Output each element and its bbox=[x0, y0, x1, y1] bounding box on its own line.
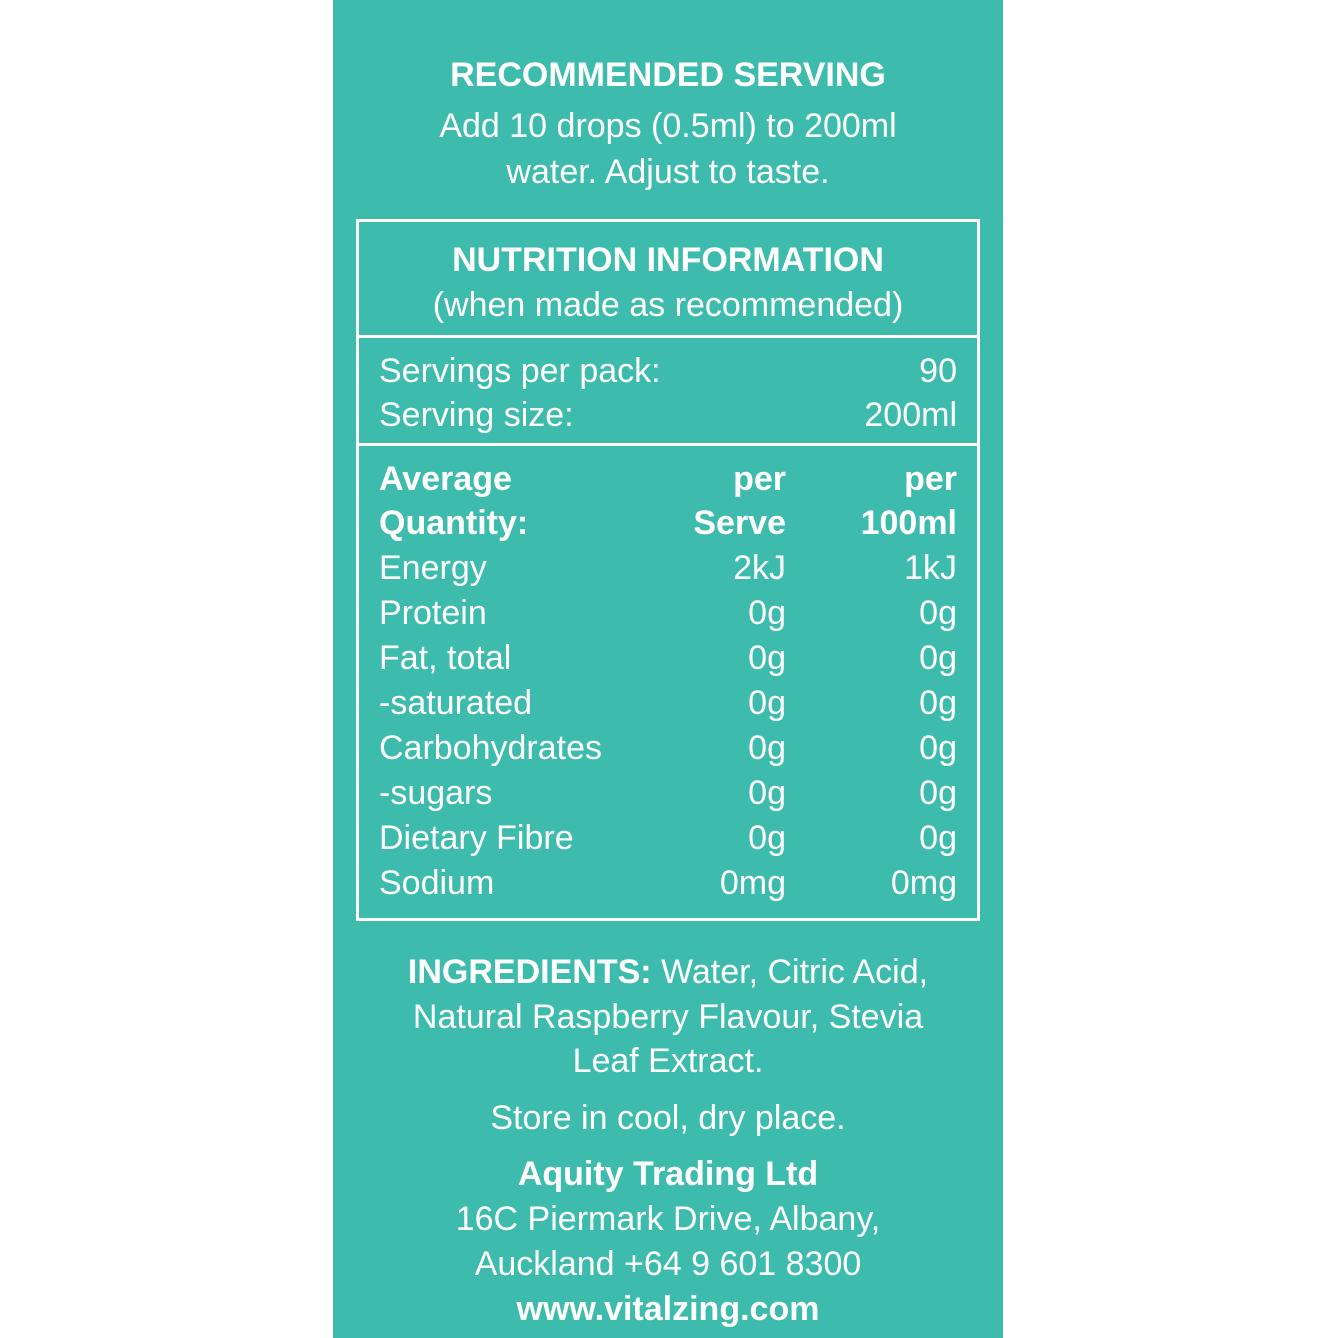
servings-value: 90 bbox=[919, 352, 957, 390]
servings-label: Serving size: bbox=[379, 396, 574, 434]
nutrient-value: 0g bbox=[919, 594, 957, 632]
nutrient-name: Dietary Fibre bbox=[379, 819, 574, 857]
serving-title: RECOMMENDED SERVING bbox=[450, 56, 886, 94]
nutrition-subtitle: (when made as recommended) bbox=[432, 286, 904, 324]
serving-text: Add 10 drops (0.5ml) to 200ml bbox=[439, 107, 897, 145]
nutrient-name: Carbohydrates bbox=[379, 729, 603, 767]
table-header: per bbox=[733, 460, 786, 498]
nutrient-value: 0g bbox=[919, 684, 957, 722]
nutrient-value: 0mg bbox=[719, 864, 786, 902]
label-panel: RECOMMENDED SERVING Add 10 drops (0.5ml)… bbox=[333, 0, 1003, 1338]
servings-label: Servings per pack: bbox=[379, 352, 661, 390]
nutrient-value: 0g bbox=[748, 684, 786, 722]
table-header: Average bbox=[379, 460, 512, 498]
nutrient-value: 0g bbox=[748, 639, 786, 677]
nutrient-value: 2kJ bbox=[733, 549, 786, 587]
nutrition-title: NUTRITION INFORMATION bbox=[452, 241, 884, 279]
nutrient-value: 0g bbox=[919, 774, 957, 812]
company-name: Aquity Trading Ltd bbox=[517, 1155, 819, 1193]
divider bbox=[356, 443, 980, 446]
nutrient-value: 0g bbox=[748, 729, 786, 767]
nutrition-box bbox=[356, 219, 980, 921]
nutrient-value: 0mg bbox=[890, 864, 957, 902]
table-header: Serve bbox=[693, 504, 786, 542]
table-header: 100ml bbox=[860, 504, 957, 542]
nutrient-name: -sugars bbox=[379, 774, 493, 812]
nutrient-name: Fat, total bbox=[379, 639, 512, 677]
ingredients-text: Leaf Extract. bbox=[572, 1042, 764, 1080]
table-header: Quantity: bbox=[379, 504, 529, 542]
nutrient-name: Energy bbox=[379, 549, 487, 587]
nutrient-value: 1kJ bbox=[904, 549, 957, 587]
address: 16C Piermark Drive, Albany, bbox=[455, 1200, 881, 1238]
table-header: per bbox=[904, 460, 957, 498]
serving-text: water. Adjust to taste. bbox=[506, 153, 830, 191]
ingredients-text: Natural Raspberry Flavour, Stevia bbox=[412, 998, 924, 1036]
nutrient-value: 0g bbox=[748, 819, 786, 857]
website: www.vitalzing.com bbox=[516, 1290, 820, 1328]
nutrient-value: 0g bbox=[919, 819, 957, 857]
nutrient-value: 0g bbox=[919, 729, 957, 767]
ingredients: INGREDIENTS: Water, Citric Acid, bbox=[333, 950, 1003, 994]
nutrient-name: Protein bbox=[379, 594, 487, 632]
nutrient-name: Sodium bbox=[379, 864, 495, 902]
storage: Store in cool, dry place. bbox=[490, 1099, 846, 1137]
servings-value: 200ml bbox=[864, 396, 957, 434]
divider bbox=[356, 335, 980, 338]
nutrient-value: 0g bbox=[919, 639, 957, 677]
ingredients-text: Water, Citric Acid, bbox=[661, 953, 929, 991]
address: Auckland +64 9 601 8300 bbox=[474, 1245, 862, 1283]
nutrient-value: 0g bbox=[748, 774, 786, 812]
nutrient-name: -saturated bbox=[379, 684, 533, 722]
nutrient-value: 0g bbox=[748, 594, 786, 632]
ingredients-label: INGREDIENTS: bbox=[407, 953, 652, 991]
